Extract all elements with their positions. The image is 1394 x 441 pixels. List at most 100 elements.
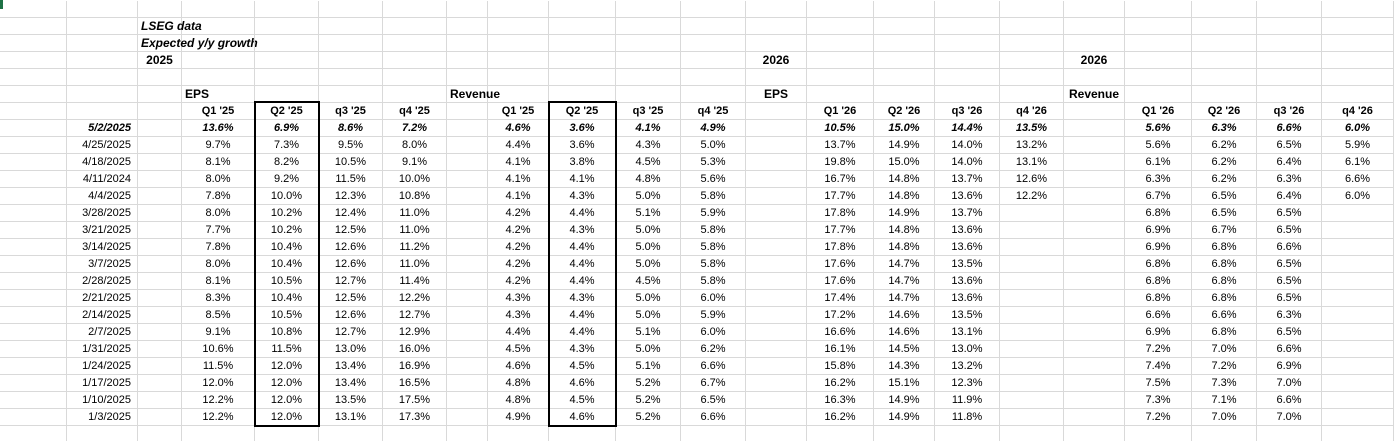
empty-cell[interactable]: [319, 86, 383, 103]
empty-cell[interactable]: [935, 52, 1000, 69]
empty-cell[interactable]: [67, 35, 138, 52]
value-cell[interactable]: 6.5%: [1257, 205, 1322, 222]
value-cell[interactable]: 7.2%: [1125, 409, 1192, 426]
value-cell[interactable]: 16.2%: [807, 375, 874, 392]
value-cell[interactable]: 12.2%: [383, 290, 447, 307]
date-cell[interactable]: 4/4/2025: [67, 188, 138, 205]
empty-cell[interactable]: [874, 52, 935, 69]
empty-cell[interactable]: [447, 188, 488, 205]
value-cell[interactable]: 13.6%: [182, 120, 255, 137]
value-cell[interactable]: [1322, 392, 1394, 409]
value-cell[interactable]: 6.5%: [1257, 256, 1322, 273]
year-label[interactable]: 2025: [138, 52, 182, 69]
value-cell[interactable]: [1000, 324, 1064, 341]
value-cell[interactable]: 7.3%: [255, 137, 319, 154]
empty-cell[interactable]: [0, 256, 67, 273]
value-cell[interactable]: [1000, 358, 1064, 375]
year-label[interactable]: 2026: [746, 52, 807, 69]
empty-cell[interactable]: [182, 1, 255, 18]
value-cell[interactable]: 8.0%: [182, 171, 255, 188]
value-cell[interactable]: 4.4%: [549, 273, 616, 290]
empty-cell[interactable]: [549, 35, 616, 52]
column-header[interactable]: q4 '26: [1322, 103, 1394, 120]
value-cell[interactable]: 5.0%: [616, 256, 681, 273]
empty-cell[interactable]: [1322, 426, 1394, 441]
value-cell[interactable]: 11.0%: [383, 222, 447, 239]
empty-cell[interactable]: [138, 69, 182, 86]
empty-cell[interactable]: [746, 18, 807, 35]
empty-cell[interactable]: [1064, 358, 1125, 375]
empty-cell[interactable]: [1257, 35, 1322, 52]
value-cell[interactable]: 13.6%: [935, 222, 1000, 239]
empty-cell[interactable]: [807, 426, 874, 441]
empty-cell[interactable]: [182, 18, 255, 35]
value-cell[interactable]: 12.0%: [182, 375, 255, 392]
section-label-eps[interactable]: EPS: [182, 86, 255, 103]
value-cell[interactable]: 4.1%: [488, 188, 549, 205]
empty-cell[interactable]: [549, 426, 616, 441]
empty-cell[interactable]: [447, 222, 488, 239]
empty-cell[interactable]: [0, 18, 67, 35]
empty-cell[interactable]: [383, 35, 447, 52]
empty-cell[interactable]: [182, 35, 255, 52]
empty-cell[interactable]: [746, 256, 807, 273]
value-cell[interactable]: 12.5%: [319, 222, 383, 239]
value-cell[interactable]: 11.2%: [383, 239, 447, 256]
value-cell[interactable]: 13.5%: [935, 307, 1000, 324]
value-cell[interactable]: 16.9%: [383, 358, 447, 375]
value-cell[interactable]: 5.8%: [681, 222, 746, 239]
value-cell[interactable]: 6.1%: [1125, 154, 1192, 171]
value-cell[interactable]: 4.2%: [488, 222, 549, 239]
value-cell[interactable]: 13.7%: [807, 137, 874, 154]
empty-cell[interactable]: [67, 52, 138, 69]
value-cell[interactable]: 6.5%: [1257, 324, 1322, 341]
value-cell[interactable]: 4.4%: [549, 205, 616, 222]
value-cell[interactable]: 11.5%: [255, 341, 319, 358]
empty-cell[interactable]: [138, 171, 182, 188]
empty-cell[interactable]: [319, 426, 383, 441]
empty-cell[interactable]: [807, 35, 874, 52]
empty-cell[interactable]: [746, 1, 807, 18]
column-header[interactable]: Q1 '26: [1125, 103, 1192, 120]
empty-cell[interactable]: [746, 239, 807, 256]
value-cell[interactable]: 10.6%: [182, 341, 255, 358]
empty-cell[interactable]: [1064, 1, 1125, 18]
value-cell[interactable]: 13.2%: [1000, 137, 1064, 154]
empty-cell[interactable]: [746, 358, 807, 375]
value-cell[interactable]: 6.8%: [1192, 290, 1257, 307]
column-header[interactable]: q3 '26: [1257, 103, 1322, 120]
date-cell[interactable]: 2/28/2025: [67, 273, 138, 290]
empty-cell[interactable]: [319, 35, 383, 52]
value-cell[interactable]: 5.6%: [1125, 120, 1192, 137]
empty-cell[interactable]: [1064, 426, 1125, 441]
empty-cell[interactable]: [0, 35, 67, 52]
value-cell[interactable]: 5.1%: [616, 205, 681, 222]
empty-cell[interactable]: [807, 1, 874, 18]
empty-cell[interactable]: [488, 426, 549, 441]
date-cell[interactable]: 2/7/2025: [67, 324, 138, 341]
empty-cell[interactable]: [1322, 35, 1394, 52]
empty-cell[interactable]: [138, 120, 182, 137]
value-cell[interactable]: 12.2%: [182, 409, 255, 426]
value-cell[interactable]: 7.0%: [1192, 409, 1257, 426]
value-cell[interactable]: 3.8%: [549, 154, 616, 171]
empty-cell[interactable]: [1000, 86, 1064, 103]
empty-cell[interactable]: [0, 375, 67, 392]
empty-cell[interactable]: [746, 341, 807, 358]
empty-cell[interactable]: [935, 18, 1000, 35]
value-cell[interactable]: 6.7%: [1125, 188, 1192, 205]
empty-cell[interactable]: [447, 324, 488, 341]
empty-cell[interactable]: [447, 18, 488, 35]
empty-cell[interactable]: [138, 154, 182, 171]
value-cell[interactable]: 6.7%: [681, 375, 746, 392]
value-cell[interactable]: 8.2%: [255, 154, 319, 171]
empty-cell[interactable]: [447, 171, 488, 188]
value-cell[interactable]: 6.6%: [681, 358, 746, 375]
empty-cell[interactable]: [1322, 52, 1394, 69]
empty-cell[interactable]: [0, 324, 67, 341]
empty-cell[interactable]: [681, 426, 746, 441]
empty-cell[interactable]: [67, 18, 138, 35]
value-cell[interactable]: 6.0%: [681, 290, 746, 307]
empty-cell[interactable]: [138, 222, 182, 239]
